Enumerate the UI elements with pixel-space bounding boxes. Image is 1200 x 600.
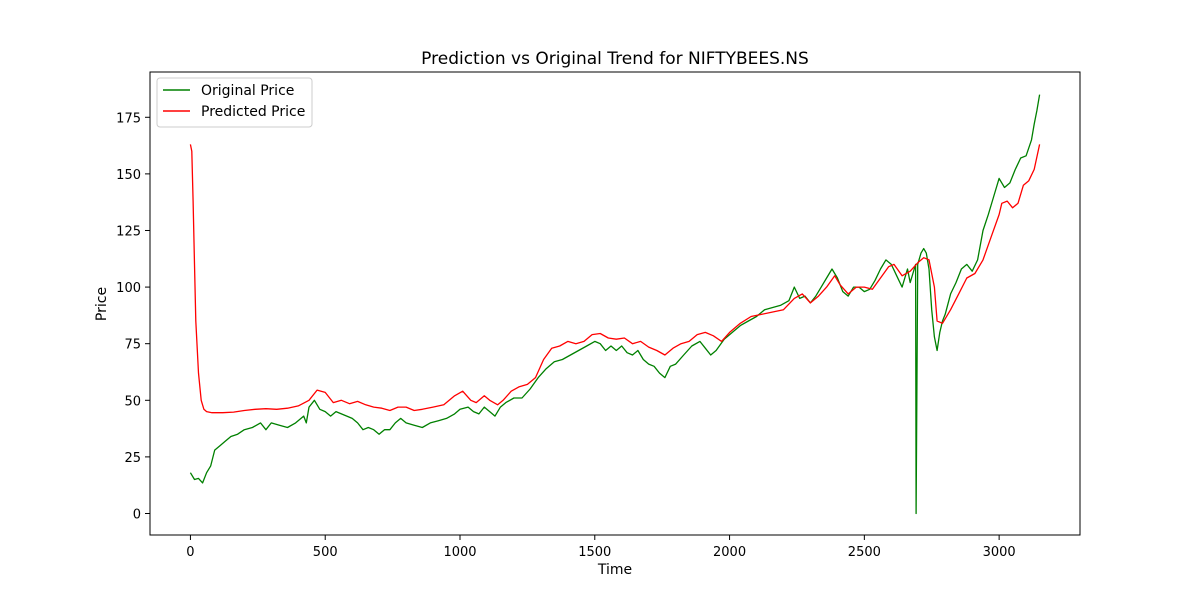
x-axis: 0 500 1000 1500 2000 2500 3000 (186, 535, 1016, 560)
plot-area (150, 72, 1080, 535)
y-tick-label: 75 (124, 338, 141, 353)
x-tick-label: 1500 (578, 545, 611, 560)
y-axis: 0 25 50 75 100 125 150 175 (116, 111, 150, 522)
y-tick-label: 175 (116, 111, 141, 126)
x-tick-label: 2000 (713, 545, 746, 560)
x-axis-title: Time (597, 562, 632, 578)
y-tick-label: 150 (116, 168, 141, 183)
legend-box (156, 77, 313, 128)
legend: Original Price Predicted Price (156, 77, 313, 128)
x-tick-label: 0 (186, 545, 194, 560)
series-layer (189, 94, 1041, 515)
chart-title: Prediction vs Original Trend for NIFTYBE… (421, 49, 809, 69)
y-tick-label: 0 (133, 507, 141, 522)
series-line-predicted-price (189, 144, 1041, 414)
x-tick-label: 1000 (443, 545, 476, 560)
x-tick-label: 2500 (848, 545, 881, 560)
y-tick-label: 125 (116, 224, 141, 239)
x-tick-label: 500 (313, 545, 338, 560)
y-tick-label: 50 (124, 394, 141, 409)
plot-frame (149, 71, 1081, 536)
y-axis-title: Price (94, 287, 110, 321)
legend-label-predicted: Predicted Price (201, 104, 305, 120)
y-tick-label: 100 (116, 281, 141, 296)
legend-label-original: Original Price (201, 83, 294, 99)
y-tick-label: 25 (124, 451, 141, 466)
x-tick-label: 3000 (983, 545, 1016, 560)
series-line-original-price (189, 94, 1041, 515)
